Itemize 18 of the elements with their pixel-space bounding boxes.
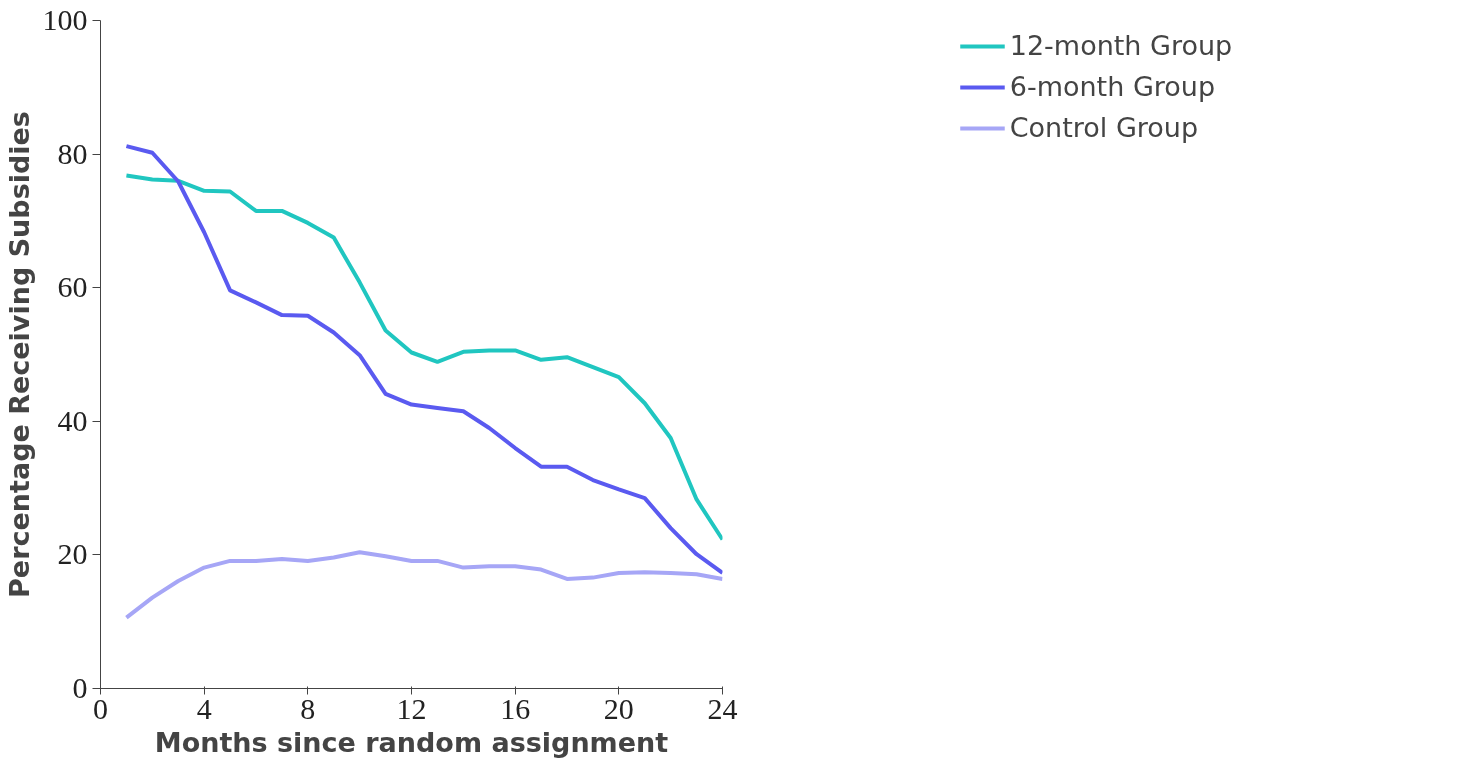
- x-axis-title: Months since random assignment: [154, 726, 669, 758]
- y-tick-label: 80: [57, 136, 88, 170]
- x-tick-label: 16: [500, 691, 531, 725]
- y-tick-label: 60: [57, 270, 88, 304]
- y-axis-title: Percentage Receiving Subsidies: [3, 111, 35, 598]
- legend-label: 12-month Group: [1009, 30, 1233, 61]
- y-tick-label: 0: [72, 671, 88, 704]
- line-series: [124, 550, 723, 620]
- y-tick-label: 40: [57, 403, 88, 437]
- x-tick-label: 12: [396, 691, 427, 725]
- x-tick-label: 8: [300, 691, 316, 725]
- x-tick-label: 24: [707, 691, 738, 725]
- legend-label: Control Group: [1009, 112, 1199, 143]
- y-tick-label: 100: [42, 3, 88, 36]
- x-tick-label: 20: [603, 691, 634, 725]
- y-tick-label: 20: [57, 537, 88, 571]
- legend-label: 6-month Group: [1009, 71, 1216, 102]
- x-tick-label: 4: [196, 691, 212, 725]
